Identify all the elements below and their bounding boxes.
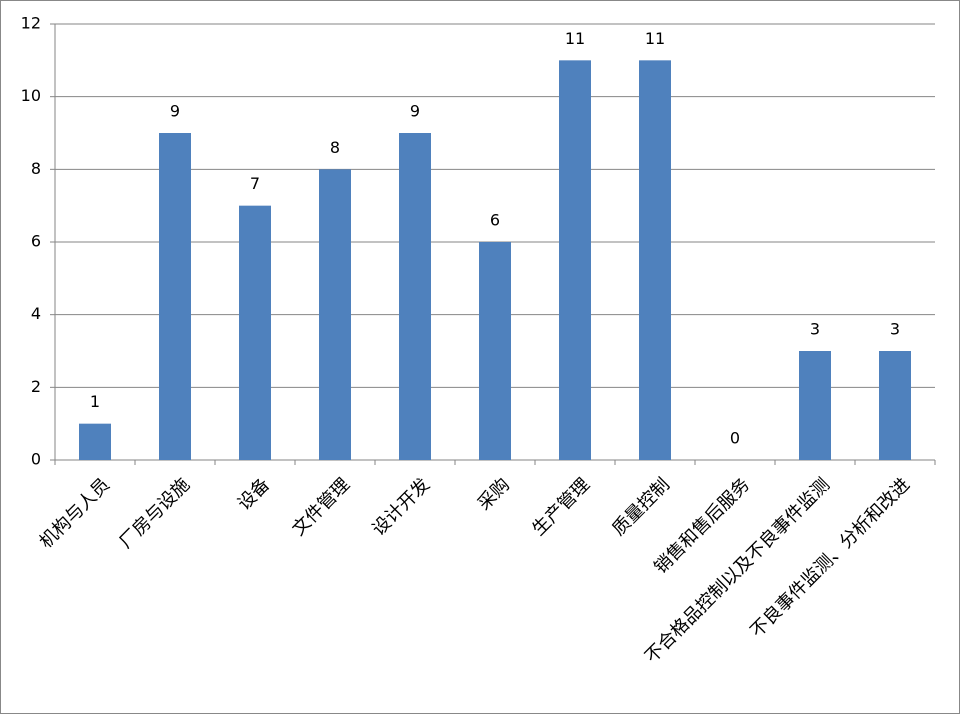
- data-label: 3: [890, 320, 900, 339]
- bar: [239, 205, 271, 460]
- bar: [879, 351, 911, 460]
- y-tick-label: 0: [31, 450, 41, 469]
- bar: [319, 169, 351, 461]
- data-label: 0: [730, 429, 740, 448]
- data-label: 11: [565, 29, 585, 48]
- bar: [399, 133, 431, 460]
- bar: [79, 423, 111, 460]
- y-tick-label: 2: [31, 377, 41, 396]
- data-label: 3: [810, 320, 820, 339]
- data-label: 9: [410, 102, 420, 121]
- bar: [159, 133, 191, 460]
- data-label: 9: [170, 102, 180, 121]
- y-tick-label: 10: [21, 86, 41, 105]
- data-label: 7: [250, 174, 260, 193]
- data-label: 8: [330, 138, 340, 157]
- y-tick-label: 8: [31, 159, 41, 178]
- bar: [479, 242, 511, 460]
- y-tick-label: 6: [31, 232, 41, 251]
- bar: [639, 60, 671, 460]
- y-tick-label: 4: [31, 304, 41, 323]
- bar: [799, 351, 831, 460]
- data-label: 6: [490, 211, 500, 230]
- data-label: 1: [90, 392, 100, 411]
- y-tick-label: 12: [21, 14, 41, 33]
- data-label: 11: [645, 29, 665, 48]
- bar: [559, 60, 591, 460]
